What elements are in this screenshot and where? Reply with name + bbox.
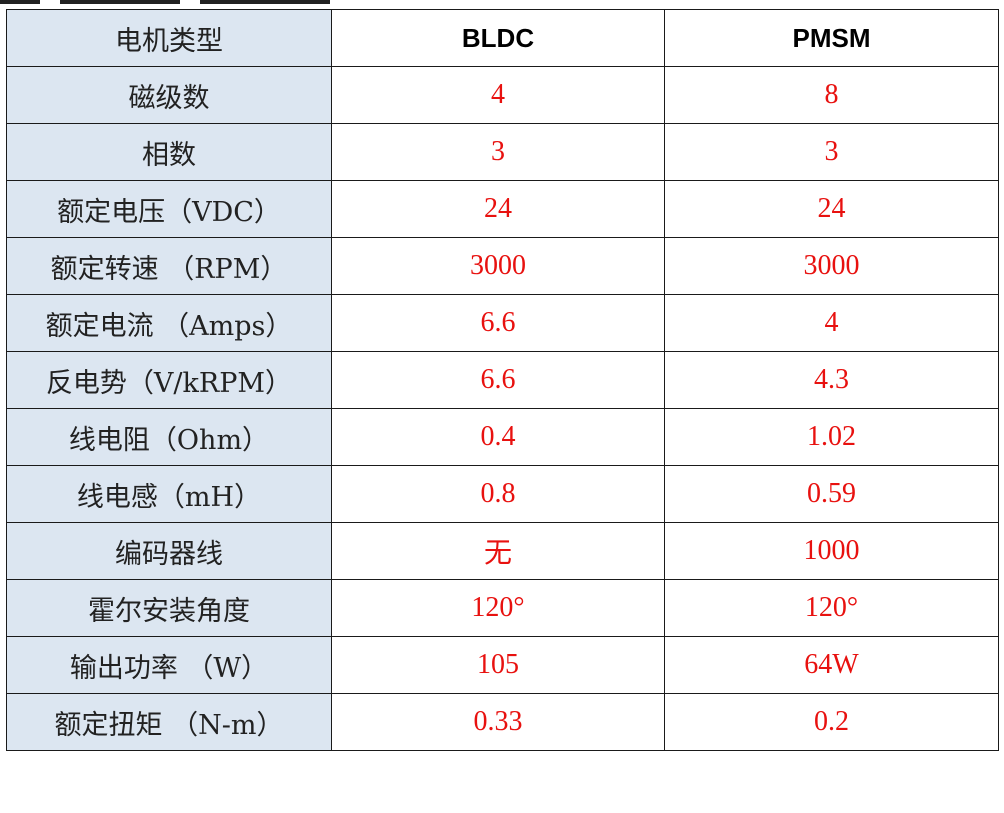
bldc-value: 无 (331, 522, 665, 580)
pmsm-value: 0.2 (664, 693, 999, 751)
row-label: 编码器线 (6, 522, 332, 580)
row-label: 线电感（mH） (6, 465, 332, 523)
bldc-value: 24 (331, 180, 665, 238)
row-label: 磁级数 (6, 66, 332, 124)
row-label: 额定电压（VDC） (6, 180, 332, 238)
row-label: 反电势（V/kRPM） (6, 351, 332, 409)
table-row: 额定电流 （Amps） 6.6 4 (6, 294, 999, 352)
motor-spec-table: 电机类型 BLDC PMSM 磁级数 4 8 相数 3 3 额定电压（VDC） … (6, 9, 999, 751)
bldc-value: 6.6 (331, 351, 665, 409)
pmsm-value: 4.3 (664, 351, 999, 409)
bldc-value: 6.6 (331, 294, 665, 352)
row-label: 线电阻（Ohm） (6, 408, 332, 466)
pmsm-value: 4 (664, 294, 999, 352)
pmsm-value: 3000 (664, 237, 999, 295)
pmsm-value: 1000 (664, 522, 999, 580)
table-row: 反电势（V/kRPM） 6.6 4.3 (6, 351, 999, 409)
row-label: 输出功率 （W） (6, 636, 332, 694)
bldc-value: 0.33 (331, 693, 665, 751)
table-row: 额定电压（VDC） 24 24 (6, 180, 999, 238)
table-row: 相数 3 3 (6, 123, 999, 181)
table-row: 磁级数 4 8 (6, 66, 999, 124)
table-row: 额定扭矩 （N-m） 0.33 0.2 (6, 693, 999, 751)
pmsm-value: 0.59 (664, 465, 999, 523)
pmsm-value: 1.02 (664, 408, 999, 466)
pmsm-value: 24 (664, 180, 999, 238)
table-row: 编码器线 无 1000 (6, 522, 999, 580)
header-bldc: BLDC (331, 9, 665, 67)
bldc-value: 3000 (331, 237, 665, 295)
bldc-value: 3 (331, 123, 665, 181)
header-pmsm: PMSM (664, 9, 999, 67)
row-label: 霍尔安装角度 (6, 579, 332, 637)
table-row: 额定转速 （RPM） 3000 3000 (6, 237, 999, 295)
row-label: 额定扭矩 （N-m） (6, 693, 332, 751)
header-motor-type: 电机类型 (6, 9, 332, 67)
bldc-value: 4 (331, 66, 665, 124)
bldc-value: 0.8 (331, 465, 665, 523)
bldc-value: 0.4 (331, 408, 665, 466)
bldc-value: 105 (331, 636, 665, 694)
table-row: 线电感（mH） 0.8 0.59 (6, 465, 999, 523)
bldc-value: 120° (331, 579, 665, 637)
pmsm-value: 8 (664, 66, 999, 124)
table-row: 输出功率 （W） 105 64W (6, 636, 999, 694)
row-label: 相数 (6, 123, 332, 181)
table-header-row: 电机类型 BLDC PMSM (6, 9, 999, 67)
row-label: 额定转速 （RPM） (6, 237, 332, 295)
table-row: 霍尔安装角度 120° 120° (6, 579, 999, 637)
table-row: 线电阻（Ohm） 0.4 1.02 (6, 408, 999, 466)
pmsm-value: 3 (664, 123, 999, 181)
pmsm-value: 120° (664, 579, 999, 637)
row-label: 额定电流 （Amps） (6, 294, 332, 352)
cropped-caption-fragment (0, 0, 340, 8)
pmsm-value: 64W (664, 636, 999, 694)
